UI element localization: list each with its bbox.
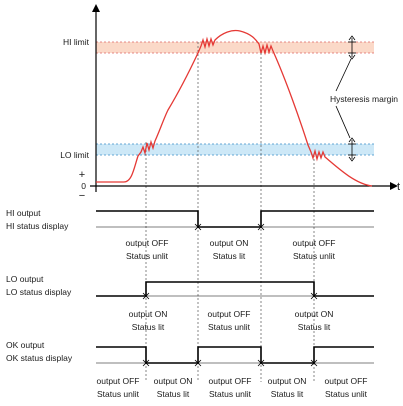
hi-output-label: HI output — [6, 208, 41, 218]
hi-state-2-output: output ON — [210, 238, 249, 248]
hi-state-3-status: Status unlit — [293, 251, 336, 261]
ok-state-3-status: Status unlit — [209, 389, 252, 399]
ok-state-5-status: Status unlit — [325, 389, 368, 399]
lo-limit-label: LO limit — [60, 150, 89, 160]
lo-state-2-status: Status unlit — [208, 322, 251, 332]
hi-state-1-status: Status unlit — [126, 251, 169, 261]
ok-status-label: OK status display — [6, 353, 73, 363]
plus-sign: + — [79, 169, 85, 181]
lo-output-waveform — [96, 281, 374, 297]
hi-output-waveform — [96, 210, 374, 228]
hi-state-1-output: output OFF — [126, 238, 169, 248]
lo-output-label: LO output — [6, 274, 44, 284]
ok-output-label: OK output — [6, 340, 45, 350]
ok-state-4-output: output ON — [268, 376, 307, 386]
minus-sign: − — [79, 190, 85, 202]
ok-state-1-output: output OFF — [97, 376, 140, 386]
ok-state-2-output: output ON — [154, 376, 193, 386]
lo-status-label: LO status display — [6, 287, 72, 297]
hysteresis-margin-label: Hysteresis margin — [330, 94, 398, 104]
lo-state-3-status: Status lit — [298, 322, 331, 332]
ok-state-1-status: Status unlit — [97, 389, 140, 399]
lo-state-2-output: output OFF — [208, 309, 251, 319]
hysteresis-dimension-marks — [335, 35, 356, 162]
lo-hysteresis-band — [96, 144, 374, 155]
hi-state-3-output: output OFF — [293, 238, 336, 248]
hi-limit-label: HI limit — [63, 37, 90, 47]
lo-state-1-output: output ON — [129, 309, 168, 319]
ok-state-3-output: output OFF — [209, 376, 252, 386]
ok-state-4-status: Status lit — [271, 389, 304, 399]
ok-state-5-output: output OFF — [325, 376, 368, 386]
time-axis-label: t — [397, 181, 400, 193]
transition-markers — [142, 223, 318, 367]
hi-state-2-status: Status lit — [213, 251, 246, 261]
lo-state-3-output: output ON — [295, 309, 334, 319]
measured-signal-curve — [96, 29, 373, 187]
hi-hysteresis-band — [96, 42, 374, 53]
ok-output-waveform — [96, 346, 374, 364]
ok-state-2-status: Status lit — [157, 389, 190, 399]
zero-label: 0 — [81, 181, 86, 191]
hi-status-label: HI status display — [6, 221, 69, 231]
lo-state-1-status: Status lit — [132, 322, 165, 332]
